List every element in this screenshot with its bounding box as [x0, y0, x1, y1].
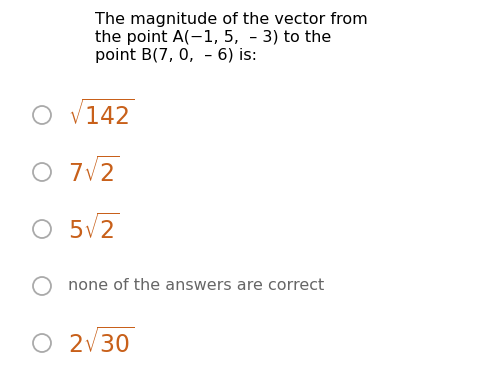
Text: $5\sqrt{2}$: $5\sqrt{2}$	[68, 214, 120, 244]
Text: point B(7, 0,  – 6) is:: point B(7, 0, – 6) is:	[95, 48, 256, 63]
Text: $7\sqrt{2}$: $7\sqrt{2}$	[68, 157, 120, 187]
Text: $2\sqrt{30}$: $2\sqrt{30}$	[68, 328, 134, 358]
Text: the point A(−1, 5,  – 3) to the: the point A(−1, 5, – 3) to the	[95, 30, 331, 45]
Text: The magnitude of the vector from: The magnitude of the vector from	[95, 12, 367, 27]
Text: $\sqrt{142}$: $\sqrt{142}$	[68, 100, 134, 130]
Text: none of the answers are correct: none of the answers are correct	[68, 278, 324, 293]
